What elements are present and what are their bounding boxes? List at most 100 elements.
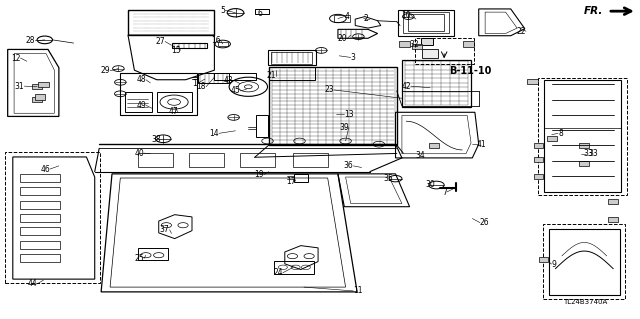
Text: 1: 1: [193, 79, 197, 88]
Bar: [138, 153, 173, 167]
Text: 18: 18: [196, 82, 206, 91]
Text: 39: 39: [339, 123, 349, 132]
Text: 9: 9: [552, 260, 557, 269]
Bar: [256, 115, 268, 137]
Text: 45: 45: [230, 86, 240, 95]
Text: 12: 12: [11, 54, 20, 63]
Text: TL24B3740A: TL24B3740A: [563, 300, 608, 305]
Text: 33: 33: [589, 149, 598, 158]
Text: 6: 6: [257, 9, 262, 18]
Bar: [240, 153, 275, 167]
Bar: [172, 43, 207, 48]
Text: 48: 48: [136, 75, 146, 84]
Text: 28: 28: [26, 36, 35, 45]
Text: 21: 21: [267, 71, 276, 80]
Text: 8: 8: [558, 129, 563, 138]
Bar: [20, 254, 60, 262]
Text: 34: 34: [416, 151, 426, 160]
Bar: [543, 224, 625, 299]
Text: 16: 16: [211, 36, 221, 45]
Text: 44: 44: [28, 279, 37, 288]
Bar: [534, 174, 543, 179]
Bar: [20, 187, 60, 195]
Bar: [429, 143, 439, 148]
Bar: [403, 12, 449, 33]
Bar: [538, 78, 627, 195]
Bar: [218, 42, 228, 46]
Bar: [399, 41, 410, 47]
Bar: [534, 143, 543, 148]
Bar: [269, 67, 315, 80]
Bar: [527, 79, 538, 84]
Text: 35: 35: [384, 174, 394, 183]
Text: 42: 42: [401, 82, 411, 91]
Bar: [421, 38, 433, 45]
Text: 25: 25: [134, 254, 144, 263]
Text: 24: 24: [273, 268, 283, 277]
Bar: [579, 143, 589, 148]
Text: 23: 23: [324, 85, 334, 94]
Text: 31: 31: [15, 82, 24, 91]
Text: 14: 14: [209, 129, 219, 138]
Bar: [402, 60, 471, 107]
Bar: [608, 217, 618, 222]
Bar: [539, 257, 548, 262]
Bar: [334, 15, 350, 22]
Bar: [20, 241, 60, 249]
Bar: [20, 174, 60, 182]
Text: 3: 3: [351, 53, 356, 62]
Text: 40: 40: [134, 149, 144, 158]
Bar: [20, 201, 60, 209]
Text: 37: 37: [160, 225, 170, 234]
Bar: [35, 94, 45, 100]
Bar: [20, 214, 60, 222]
Bar: [32, 84, 42, 89]
Text: 20: 20: [337, 34, 347, 43]
Bar: [579, 161, 589, 166]
Bar: [157, 92, 192, 112]
Text: B-11-10: B-11-10: [449, 66, 492, 76]
Bar: [294, 174, 308, 182]
Bar: [293, 153, 328, 167]
Text: 26: 26: [480, 218, 490, 227]
Bar: [38, 82, 49, 87]
Bar: [255, 9, 269, 14]
Text: 19: 19: [254, 170, 264, 179]
Bar: [138, 248, 168, 260]
Text: 30: 30: [426, 180, 435, 189]
Text: 7: 7: [442, 188, 447, 197]
Bar: [463, 41, 474, 47]
Bar: [534, 157, 543, 162]
Bar: [274, 261, 314, 274]
Bar: [20, 227, 60, 235]
Text: 22: 22: [516, 27, 526, 36]
Bar: [214, 73, 256, 80]
Text: 33: 33: [584, 149, 593, 158]
Bar: [189, 153, 224, 167]
Bar: [608, 199, 618, 204]
Bar: [422, 49, 438, 58]
Text: 5: 5: [220, 6, 225, 15]
Bar: [398, 10, 454, 36]
Bar: [269, 67, 397, 145]
Bar: [32, 97, 42, 102]
Text: 47: 47: [168, 107, 178, 116]
Text: 11: 11: [353, 286, 363, 295]
Bar: [125, 92, 152, 112]
Bar: [268, 50, 316, 65]
Bar: [408, 14, 444, 31]
Bar: [412, 44, 422, 49]
Bar: [5, 152, 100, 283]
Bar: [271, 52, 312, 64]
Text: 32: 32: [410, 40, 419, 48]
Text: 46: 46: [40, 165, 50, 174]
Text: 41: 41: [477, 140, 486, 149]
Text: 4: 4: [344, 12, 349, 21]
Text: 27: 27: [156, 37, 165, 46]
Text: 43: 43: [224, 76, 234, 85]
Text: FR.: FR.: [584, 6, 603, 16]
Bar: [415, 38, 474, 64]
Bar: [547, 136, 557, 141]
Text: 2: 2: [364, 14, 368, 23]
Text: 38: 38: [152, 135, 161, 144]
